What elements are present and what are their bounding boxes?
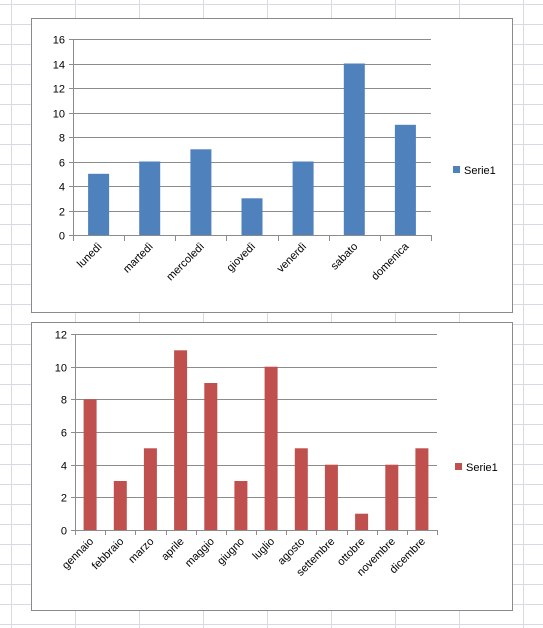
bar — [324, 464, 338, 530]
bar — [143, 448, 157, 530]
y-tick-label: 2 — [59, 207, 65, 219]
y-tick-label: 14 — [53, 60, 65, 72]
bar — [88, 173, 110, 236]
y-tick-label: 0 — [59, 231, 65, 243]
bar — [241, 198, 263, 236]
y-tick-label: 4 — [59, 182, 65, 194]
legend-swatch — [455, 463, 462, 470]
y-tick-label: 2 — [61, 493, 67, 505]
x-tick-label: giugno — [215, 536, 247, 568]
x-tick-label: gennaio — [60, 536, 96, 572]
x-tick-label: sabato — [329, 241, 361, 273]
x-tick-label: giovedì — [225, 241, 259, 275]
bar — [83, 399, 97, 530]
bar — [264, 366, 278, 530]
x-tick-label: mercoledì — [164, 241, 207, 284]
chart-months: 0 2 4 6 8 10 12 gennaio febbraio marzo aprile maggi… — [31, 322, 513, 611]
legend-label: Serie1 — [466, 462, 498, 474]
x-tick-label: maggio — [183, 536, 217, 570]
x-tick-label: venerdì — [275, 241, 309, 275]
y-tick-label: 0 — [61, 526, 67, 538]
y-tick-label: 8 — [59, 133, 65, 145]
bar — [190, 149, 212, 236]
bar — [385, 464, 399, 530]
bar — [234, 481, 248, 530]
bar — [294, 448, 308, 530]
chart-weekdays: 0 2 4 6 8 10 12 14 16 lunedì martedì mercoledì giove… — [31, 18, 513, 313]
x-tick-label: lunedì — [75, 241, 105, 271]
bar — [204, 383, 218, 530]
bar — [174, 350, 188, 530]
y-tick-label: 16 — [53, 35, 65, 47]
bar — [292, 161, 314, 235]
bar — [355, 513, 369, 530]
y-tick-label: 6 — [61, 428, 67, 440]
bar — [139, 161, 161, 235]
bar — [394, 124, 416, 236]
bar — [343, 63, 365, 235]
y-tick-label: 4 — [61, 461, 67, 473]
bar — [415, 448, 429, 530]
legend-label: Serie1 — [464, 165, 496, 177]
x-tick-label: martedì — [121, 241, 156, 276]
y-tick-label: 12 — [55, 330, 67, 342]
x-tick-label: marzo — [126, 536, 156, 566]
y-tick-label: 10 — [55, 363, 67, 375]
chart-weekdays-svg: 0 2 4 6 8 10 12 14 16 lunedì martedì mercoledì giove… — [53, 35, 496, 284]
x-tick-label: aprile — [159, 536, 187, 564]
x-tick-label: domenica — [369, 240, 412, 283]
bar — [113, 481, 127, 530]
x-tick-label: luglio — [251, 536, 278, 563]
legend-swatch — [453, 166, 460, 173]
y-tick-label: 12 — [53, 84, 65, 96]
y-tick-label: 10 — [53, 109, 65, 121]
y-tick-label: 6 — [59, 158, 65, 170]
y-tick-label: 8 — [61, 395, 67, 407]
x-tick-label: febbraio — [90, 536, 127, 573]
